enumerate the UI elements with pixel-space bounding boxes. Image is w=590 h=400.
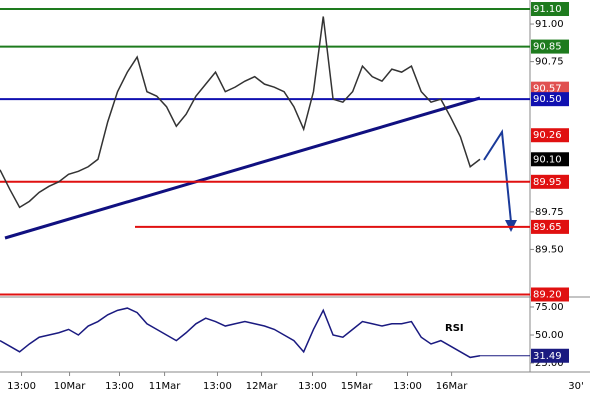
level-box [531, 287, 569, 302]
x-tick-label: 13:00 [203, 381, 232, 392]
level-box [531, 219, 569, 234]
series-line [0, 16, 481, 209]
level-label: 90.26 [533, 130, 562, 141]
series-line [0, 307, 481, 359]
x-tick-label: 10Mar [54, 381, 86, 392]
rsi-tick-label: 50.00 [535, 330, 564, 341]
level-label: 90.10 [533, 154, 562, 165]
rsi-value-label: 31.49 [533, 351, 562, 362]
trendline [4, 96, 481, 240]
level-box [531, 81, 569, 96]
x-tick-label: 13:00 [7, 381, 36, 392]
level-label: 90.50 [533, 94, 562, 105]
level-label: 91.10 [533, 4, 562, 15]
level-label: 89.65 [533, 222, 562, 233]
x-tick-label: 12Mar [246, 381, 278, 392]
level-box [531, 39, 569, 54]
x-tick-label: 16Mar [436, 381, 468, 392]
rsi-tick-label: 25.00 [535, 358, 564, 369]
level-label: 90.85 [533, 42, 562, 53]
projection-arrow [483, 129, 512, 223]
level-box [531, 128, 569, 143]
rsi-value-box [531, 348, 569, 363]
level-box [531, 174, 569, 189]
timeframe: 30' [568, 381, 583, 392]
y-tick-label: 91.00 [535, 19, 564, 30]
rsi-tick-label: 75.00 [535, 302, 564, 313]
x-tick-label: 13:00 [105, 381, 134, 392]
level-box [531, 2, 569, 17]
x-tick-label: 13:00 [298, 381, 327, 392]
level-label: 89.20 [533, 289, 562, 300]
level-box [531, 152, 569, 167]
y-tick-label: 90.75 [535, 57, 564, 68]
level-label: 90.57 [533, 84, 562, 95]
level-label: 89.95 [533, 177, 562, 188]
rsi-label: RSI [445, 323, 464, 334]
y-tick-label: 89.50 [535, 244, 564, 255]
x-tick-label: 15Mar [341, 381, 373, 392]
level-box [531, 92, 569, 107]
x-tick-label: 11Mar [149, 381, 181, 392]
y-tick-label: 89.75 [535, 207, 564, 218]
x-tick-label: 13:00 [393, 381, 422, 392]
